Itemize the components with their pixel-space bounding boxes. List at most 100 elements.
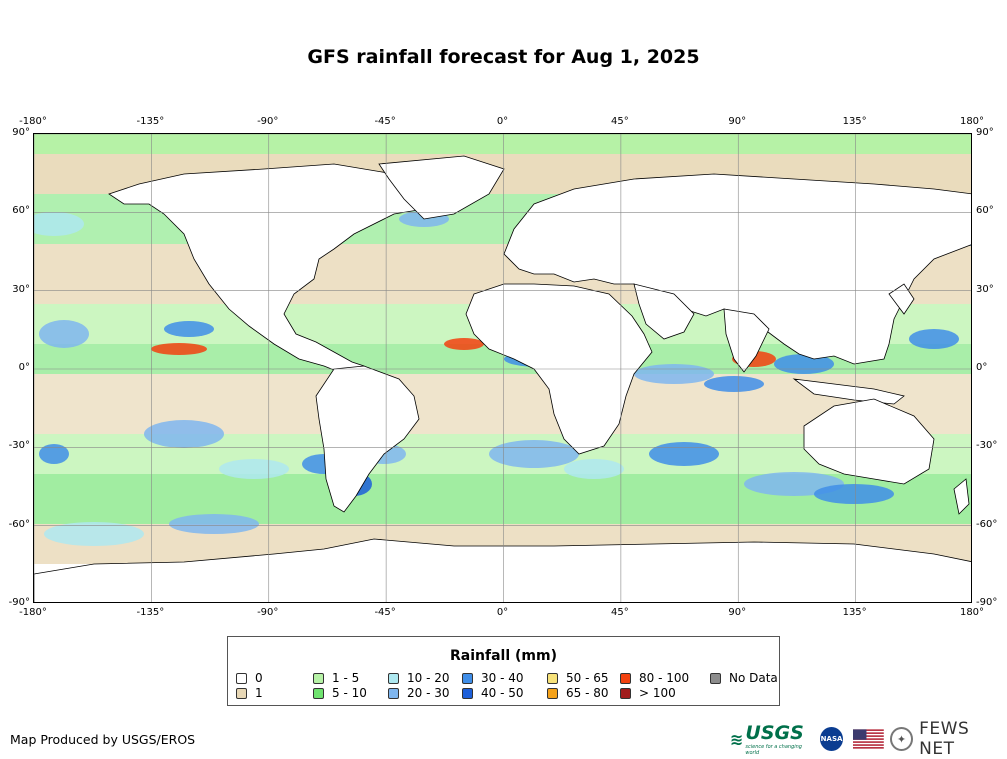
rain-cell [564,459,624,479]
lon-tick-top: 135° [842,116,867,127]
legend-swatch [236,672,247,684]
legend-swatch [620,687,631,699]
lat-tick-left: 0° [18,362,30,373]
rain-cell [649,442,719,466]
rain-cell [219,459,289,479]
us-flag-icon [853,729,884,749]
logo-strip: ≋ USGS science for a changing world NASA… [730,719,1007,759]
lat-tick-left: -60° [8,518,30,530]
legend-label: 65 - 80 [566,686,609,700]
lat-tick-right: 30° [976,283,994,295]
usgs-tagline: science for a changing world [745,744,802,756]
rain-cell [39,320,89,348]
legend-swatch [313,672,324,684]
lon-tick-bot: 0° [496,607,509,618]
rain-cell [151,343,207,355]
lon-tick-bot: -180° [19,607,47,618]
lon-tick-top: 180° [959,116,985,127]
lat-tick-right: 90° [976,127,994,138]
legend-item: No Data [710,671,778,685]
legend-swatch [388,672,399,684]
legend-label: > 100 [639,686,676,700]
fews-net-logo: FEWS NET [919,719,970,759]
south-america-outline [315,365,420,513]
lat-tick-right: 0° [976,362,988,373]
lon-tick-bot: -135° [136,607,165,618]
lat-tick-right: -90° [976,597,998,608]
legend-item: 65 - 80 [547,686,609,700]
lon-tick-top: 90° [728,116,747,127]
rain-cell [704,376,764,392]
lon-tick-top: -90° [257,116,279,127]
new-zealand-outline [953,478,970,515]
legend-swatch [462,687,473,699]
lon-tick-top: -45° [374,116,396,127]
legend-swatch [547,672,558,684]
rain-cell [44,522,144,546]
india-outline [723,308,770,373]
rain-cell [169,514,259,534]
rain-cell [164,321,214,337]
usgs-logo: ≋ USGS science for a changing world [730,722,814,756]
legend-item: 0 [236,671,263,685]
greenland-outline [378,155,505,220]
legend-label: 80 - 100 [639,671,690,685]
lon-tick-bot: 90° [728,607,747,618]
lat-tick-right: -30° [976,440,998,452]
legend-swatch [236,687,247,699]
legend-item: 10 - 20 [388,671,450,685]
legend-label: 40 - 50 [481,686,524,700]
arabia-outline [633,283,695,340]
rain-cell [34,212,84,236]
legend-label: 5 - 10 [332,686,367,700]
usgs-wave-icon: ≋ [730,729,744,749]
rain-cell [909,329,959,349]
legend-item: 5 - 10 [313,686,367,700]
legend-item: > 100 [620,686,676,700]
lon-tick-bot: 180° [959,607,985,618]
lat-tick-left: 90° [12,127,30,138]
rain-cell [489,440,579,468]
rain-cell [814,484,894,504]
lon-tick-top: 0° [496,116,509,127]
rain-band [34,134,971,154]
lat-tick-left: 30° [12,283,30,295]
legend-label: 1 [255,686,263,700]
legend-label: 50 - 65 [566,671,609,685]
legend-label: 30 - 40 [481,671,524,685]
rain-cell [144,420,224,448]
australia-outline [803,398,935,485]
lon-tick-top: 45° [611,116,629,127]
legend-item: 30 - 40 [462,671,524,685]
legend-item: 80 - 100 [620,671,689,685]
antarctica-outline [34,538,971,602]
graticule [34,134,971,602]
legend-item: 1 - 5 [313,671,359,685]
lon-tick-bot: 135° [842,607,867,618]
legend-label: 20 - 30 [407,686,450,700]
nasa-logo: NASA [820,727,844,751]
map-canvas [34,134,971,602]
rainfall-map [33,133,972,603]
legend-swatch [710,672,721,684]
lon-tick-top: -135° [136,116,165,127]
lon-tick-bot: -90° [257,607,279,618]
rain-cell [444,338,484,350]
legend-item: 40 - 50 [462,686,524,700]
lon-tick-bot: -45° [374,607,396,618]
legend-swatch [313,687,324,699]
lon-tick-top: -180° [19,116,47,127]
japan-outline [888,283,915,315]
legend-label: 1 - 5 [332,671,360,685]
legend-label: 0 [255,671,263,685]
lat-tick-left: -90° [8,597,30,608]
credit-text: Map Produced by USGS/EROS [10,732,196,747]
legend-item: 50 - 65 [547,671,609,685]
legend-swatch [388,687,399,699]
legend-item: 1 [236,686,263,700]
legend-swatch [547,687,558,699]
lon-tick-bot: 45° [611,607,629,618]
lat-tick-left: -30° [8,440,30,452]
lat-tick-left: 60° [12,205,30,217]
